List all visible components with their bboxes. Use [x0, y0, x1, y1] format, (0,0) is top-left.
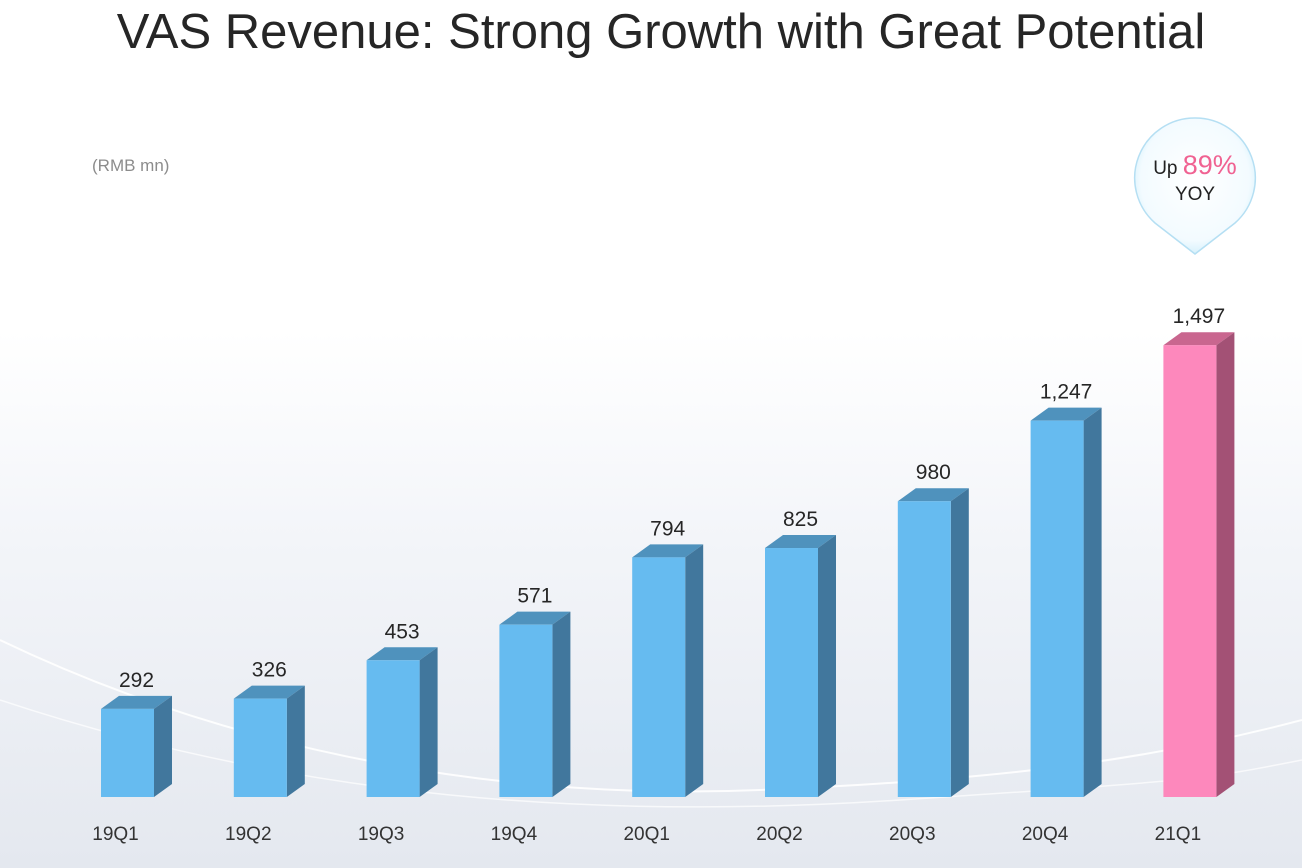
value-label: 825	[783, 508, 818, 531]
bar-side	[950, 488, 969, 797]
bar-side	[685, 544, 704, 797]
category-label: 19Q4	[491, 824, 538, 845]
bar-top	[101, 695, 172, 709]
bar-front	[765, 548, 818, 797]
unit-label: (RMB mn)	[92, 156, 170, 175]
value-label: 794	[650, 517, 685, 540]
bar-21Q1	[1163, 332, 1235, 797]
bar-top	[897, 488, 969, 502]
category-label: 20Q3	[889, 824, 935, 845]
bar-front	[1030, 420, 1084, 797]
bar-top	[499, 611, 571, 625]
bar-side	[154, 695, 172, 797]
bar-top	[233, 685, 305, 699]
bar-side	[286, 685, 305, 797]
value-label: 1,247	[1040, 381, 1093, 404]
bar-front	[632, 557, 686, 797]
yoy-callout: Up 89% YOY	[1133, 116, 1257, 256]
bar-20Q1	[632, 544, 704, 797]
bar-side	[1216, 332, 1235, 797]
value-label: 326	[252, 659, 287, 682]
callout-bubble	[1133, 117, 1257, 255]
value-label: 1,497	[1173, 305, 1226, 328]
bar-20Q4	[1030, 407, 1102, 797]
bar-front	[233, 698, 287, 797]
bar-top	[366, 647, 438, 661]
bar-top	[1030, 407, 1102, 421]
category-label: 21Q1	[1155, 824, 1201, 845]
bar-19Q2	[233, 685, 305, 797]
bar-front	[1163, 345, 1217, 797]
category-label: 19Q3	[358, 824, 404, 845]
bar-top	[1163, 332, 1235, 346]
bar-20Q2	[765, 535, 836, 797]
bar-front	[366, 660, 420, 797]
bar-19Q1	[101, 695, 172, 797]
bar-side	[818, 535, 836, 797]
bar-side	[1083, 407, 1102, 797]
value-label: 292	[119, 669, 154, 692]
bar-front	[897, 501, 951, 797]
bar-top	[632, 544, 704, 558]
bar-side	[552, 611, 571, 797]
bar-19Q4	[499, 611, 571, 797]
category-label: 20Q4	[1022, 824, 1069, 845]
value-label: 980	[916, 461, 951, 484]
category-label: 19Q1	[92, 824, 138, 845]
callout-suffix: YOY	[1174, 184, 1216, 205]
bar-front	[101, 708, 154, 797]
callout-value: 89%	[1182, 150, 1237, 180]
callout-prefix: Up	[1153, 158, 1178, 179]
bar-front	[499, 624, 553, 797]
value-label: 571	[517, 585, 552, 608]
bar-20Q3	[897, 488, 969, 797]
value-label: 453	[385, 620, 420, 643]
bar-19Q3	[366, 647, 438, 797]
category-label: 20Q2	[756, 824, 802, 845]
bar-top	[765, 535, 836, 549]
page-title: VAS Revenue: Strong Growth with Great Po…	[116, 5, 1206, 59]
category-label: 20Q1	[623, 824, 669, 845]
bar-side	[419, 647, 438, 797]
category-label: 19Q2	[225, 824, 271, 845]
